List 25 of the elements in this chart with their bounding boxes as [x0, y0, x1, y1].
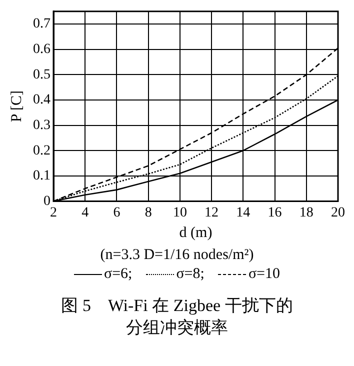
y-tick-label: 0.2: [33, 143, 50, 158]
x-tick-label: 14: [236, 205, 250, 220]
y-tick-label: 0: [44, 194, 50, 209]
x-axis-title: d (m): [179, 224, 212, 241]
y-tick-label: 0.4: [33, 92, 50, 108]
y-tick-label: 0.6: [33, 42, 50, 58]
x-tick-label: 18: [299, 205, 314, 220]
x-tick-label: 16: [268, 205, 282, 220]
x-tick-label: 12: [204, 205, 219, 220]
y-tick-label: 0.5: [33, 67, 50, 82]
x-tick-label: 2: [50, 205, 57, 220]
y-tick-label: 0.3: [33, 118, 50, 133]
x-tick-label: 10: [172, 205, 187, 220]
legend-label: σ=6;: [104, 266, 132, 283]
x-tick-label: 20: [331, 205, 345, 220]
text: (n=3.3 D=1/16 nodes/m²): [99, 246, 255, 264]
x-tick-label: 6: [113, 205, 120, 220]
y-tick-label: 0.7: [33, 16, 50, 32]
y-tick-label: 0.1: [33, 168, 50, 184]
legend-label: σ=8;: [176, 266, 204, 283]
y-axis-title: P [C]: [8, 90, 25, 122]
legend-label: σ=10: [248, 266, 280, 283]
x-tick-label: 4: [82, 205, 89, 220]
x-tick-label: 8: [144, 205, 152, 220]
text: 图 5 Wi-Fi 在 Zigbee 干扰下的分组冲突概率: [60, 295, 294, 339]
